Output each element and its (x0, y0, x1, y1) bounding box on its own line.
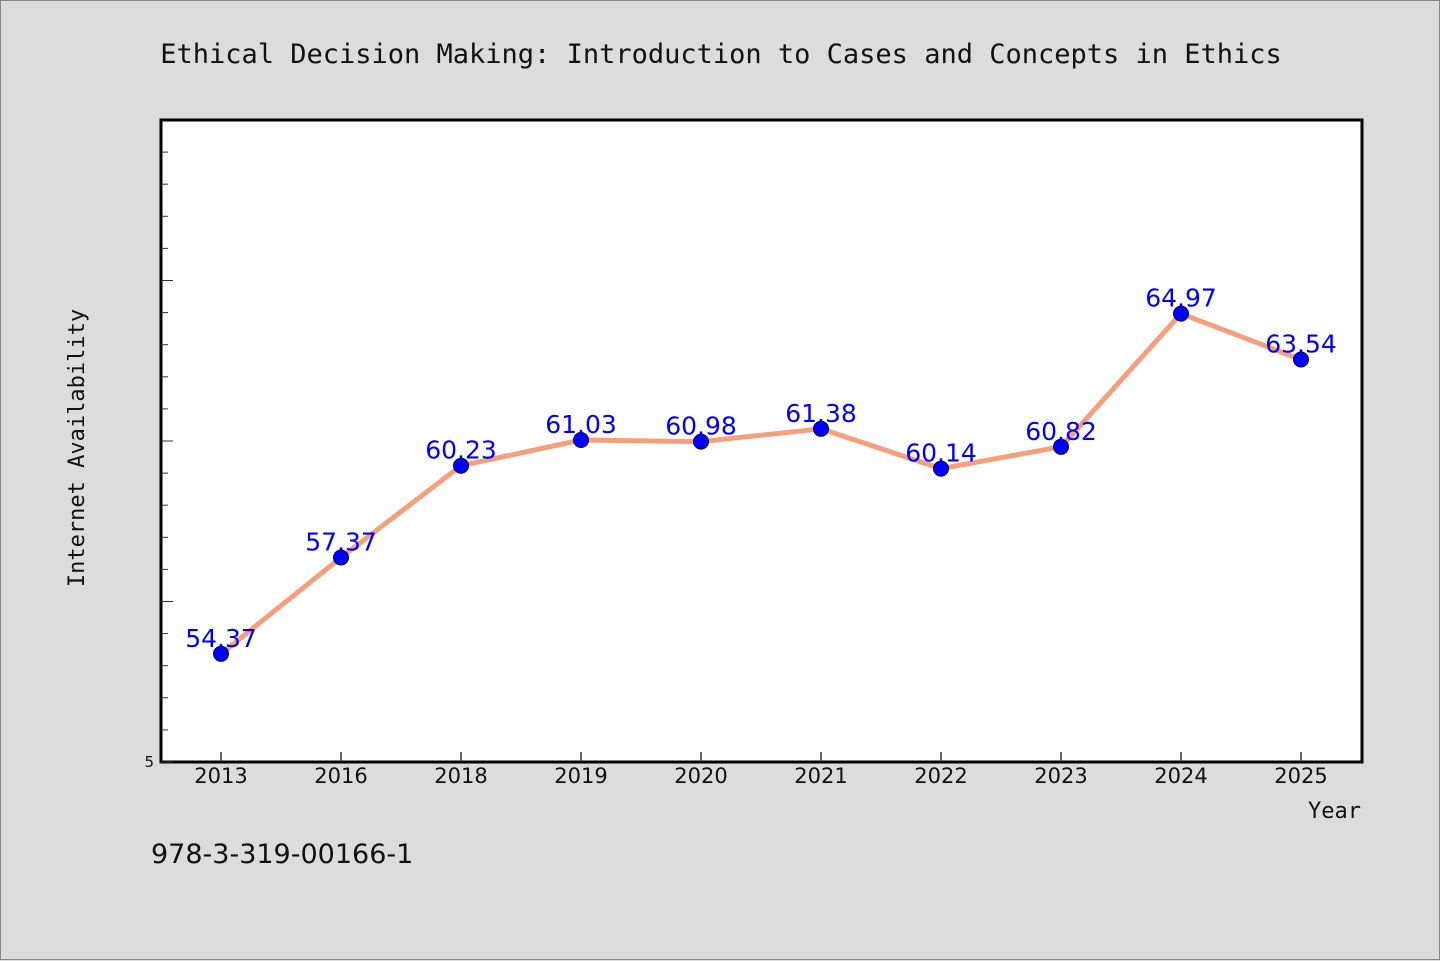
data-point (333, 549, 349, 566)
data-point (1293, 351, 1309, 368)
y-tick-label: 5 (144, 753, 154, 771)
data-point (1053, 438, 1069, 455)
x-tick-label: 2016 (314, 764, 367, 788)
data-label: 60.23 (425, 436, 497, 465)
data-point (1173, 305, 1189, 322)
data-point (933, 460, 949, 477)
x-tick-label: 2019 (554, 764, 607, 788)
x-axis-label: Year (1308, 799, 1361, 824)
x-tick-label: 2018 (434, 764, 487, 788)
data-label: 57.37 (305, 528, 377, 557)
chart-title: Ethical Decision Making: Introduction to… (160, 39, 1282, 70)
y-axis-label: Internet Availability (65, 309, 90, 587)
data-label: 60.82 (1025, 417, 1097, 446)
isbn-text: 978-3-319-00166-1 (151, 839, 413, 870)
data-label: 64.97 (1145, 284, 1217, 313)
x-tick-label: 2024 (1154, 764, 1207, 788)
data-label: 61.38 (785, 399, 857, 428)
x-tick-label: 2022 (914, 764, 967, 788)
data-point (693, 433, 709, 450)
x-tick-label: 2021 (794, 764, 847, 788)
data-label: 60.14 (905, 439, 977, 468)
x-axis-ticks (220, 752, 1302, 762)
x-tick-label: 2023 (1034, 764, 1087, 788)
x-tick-label: 2025 (1274, 764, 1327, 788)
data-label: 63.54 (1265, 330, 1337, 359)
series-line (218, 311, 1304, 657)
data-point (453, 457, 469, 474)
data-point (573, 432, 589, 448)
x-axis-tick-labels: 2013 2016 2018 2019 2020 2021 2022 2023 2024 2025 (194, 764, 1327, 788)
data-markers (213, 305, 1309, 662)
plot-area (159, 118, 1364, 764)
data-point (213, 645, 229, 662)
x-tick-label: 2013 (194, 764, 247, 788)
y-axis-ticks (161, 151, 173, 763)
data-point (813, 420, 829, 437)
data-labels: 54.37 57.37 60.23 61.03 60.98 61.38 60.14 60.82… (185, 284, 1337, 653)
x-tick-label: 2020 (674, 764, 727, 788)
data-label: 60.98 (665, 412, 737, 441)
data-label: 54.37 (185, 624, 257, 653)
data-label: 61.03 (545, 410, 617, 439)
